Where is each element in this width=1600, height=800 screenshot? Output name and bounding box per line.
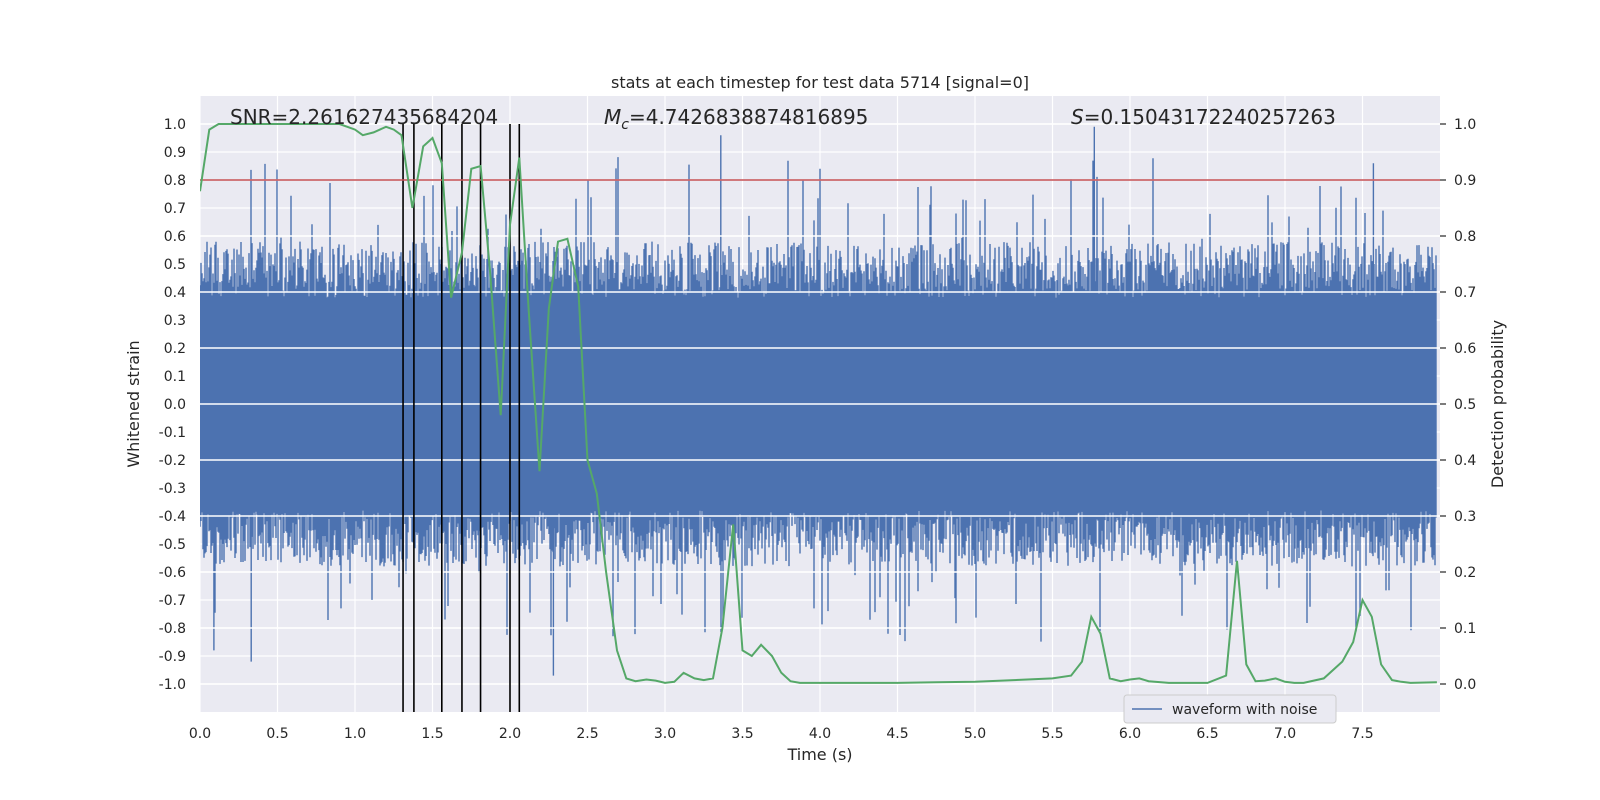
y-left-tick-label: -1.0 [159,677,186,693]
x-tick-label: 5.0 [964,726,986,742]
y-left-tick-label: -0.8 [159,621,186,637]
y-right-tick-label: 0.6 [1454,341,1476,357]
x-axis-ticks: 0.0 0.5 1.0 1.5 2.0 2.5 3.0 3.5 4.0 4.5 5.0 5.5 6.0 6… [189,726,1374,742]
detection-probability-series [200,123,1437,684]
x-tick-label: 5.5 [1041,726,1063,742]
x-tick-label: 2.5 [576,726,598,742]
x-tick-label: 1.5 [421,726,443,742]
y-right-tick-label: 0.5 [1454,397,1476,413]
x-axis-label: Time (s) [786,745,852,764]
y-right-tick-label: 0.1 [1454,621,1476,637]
y-right-tick-label: 0.2 [1454,565,1476,581]
x-tick-label: 2.0 [499,726,521,742]
y-left-tick-label: 0.6 [164,229,186,245]
y-right-tick-label: 0.4 [1454,453,1476,469]
y-left-tick-label: -0.7 [159,593,186,609]
y-left-tick-label: -0.6 [159,565,186,581]
y-left-tick-label: 0.0 [164,397,186,413]
y-right-tick-label: 0.7 [1454,285,1476,301]
legend: waveform with noise [1123,694,1337,724]
y-left-tick-label: 0.8 [164,173,186,189]
x-tick-label: 6.0 [1119,726,1141,742]
chart-title: stats at each timestep for test data 571… [611,73,1029,92]
chirp-mass-annotation: Mc=4.7426838874816895 [604,105,868,133]
y-left-tick-label: -0.3 [159,481,186,497]
x-tick-label: 0.5 [266,726,288,742]
y-left-tick-label: -0.4 [159,509,186,525]
chirp-mass-value: =4.7426838874816895 [629,105,868,129]
y-left-tick-label: -0.2 [159,453,186,469]
y-right-axis-ticks: 1.0 0.9 0.8 0.7 0.6 0.5 0.4 0.3 0.2 0.1 0.0 [1440,117,1476,693]
waveform-with-noise-series [200,126,1437,676]
y-left-tick-label: 0.1 [164,369,186,385]
snr-annotation: SNR=2.261627435684204 [230,105,498,129]
s-value: =0.15043172240257263 [1084,105,1336,129]
y-right-axis-label: Detection probability [1488,320,1507,488]
x-tick-label: 7.5 [1351,726,1373,742]
y-right-tick-label: 0.0 [1454,677,1476,693]
vertical-markers [402,124,521,712]
x-tick-label: 1.0 [344,726,366,742]
y-left-tick-label: -0.1 [159,425,186,441]
s-annotation: S=0.15043172240257263 [1071,105,1336,129]
y-left-axis-ticks: 1.0 0.9 0.8 0.7 0.6 0.5 0.4 0.3 0.2 0.1 0.0 -0.1 -0.… [159,117,186,693]
chirp-mass-symbol: M [604,105,621,129]
y-left-tick-label: 0.9 [164,145,186,161]
y-left-tick-label: 1.0 [164,117,186,133]
y-right-tick-label: 0.9 [1454,173,1476,189]
chirp-mass-subscript: c [621,117,629,133]
x-tick-label: 3.0 [654,726,676,742]
x-tick-label: 3.5 [731,726,753,742]
x-tick-label: 4.0 [809,726,831,742]
plot-area [199,96,1440,712]
y-left-tick-label: -0.5 [159,537,186,553]
y-right-tick-label: 1.0 [1454,117,1476,133]
x-tick-label: 7.0 [1274,726,1296,742]
x-tick-label: 6.5 [1196,726,1218,742]
legend-box [1123,694,1337,724]
x-tick-label: 0.0 [189,726,211,742]
y-left-axis-label: Whitened strain [124,340,143,467]
y-right-tick-label: 0.8 [1454,229,1476,245]
y-left-tick-label: 0.2 [164,341,186,357]
y-left-tick-label: -0.9 [159,649,186,665]
y-left-tick-label: 0.7 [164,201,186,217]
legend-label-waveform: waveform with noise [1172,702,1317,718]
s-symbol: S [1071,105,1084,129]
x-tick-label: 4.5 [886,726,908,742]
y-left-tick-label: 0.4 [164,285,186,301]
y-left-tick-label: 0.5 [164,257,186,273]
y-left-tick-label: 0.3 [164,313,186,329]
y-right-tick-label: 0.3 [1454,509,1476,525]
